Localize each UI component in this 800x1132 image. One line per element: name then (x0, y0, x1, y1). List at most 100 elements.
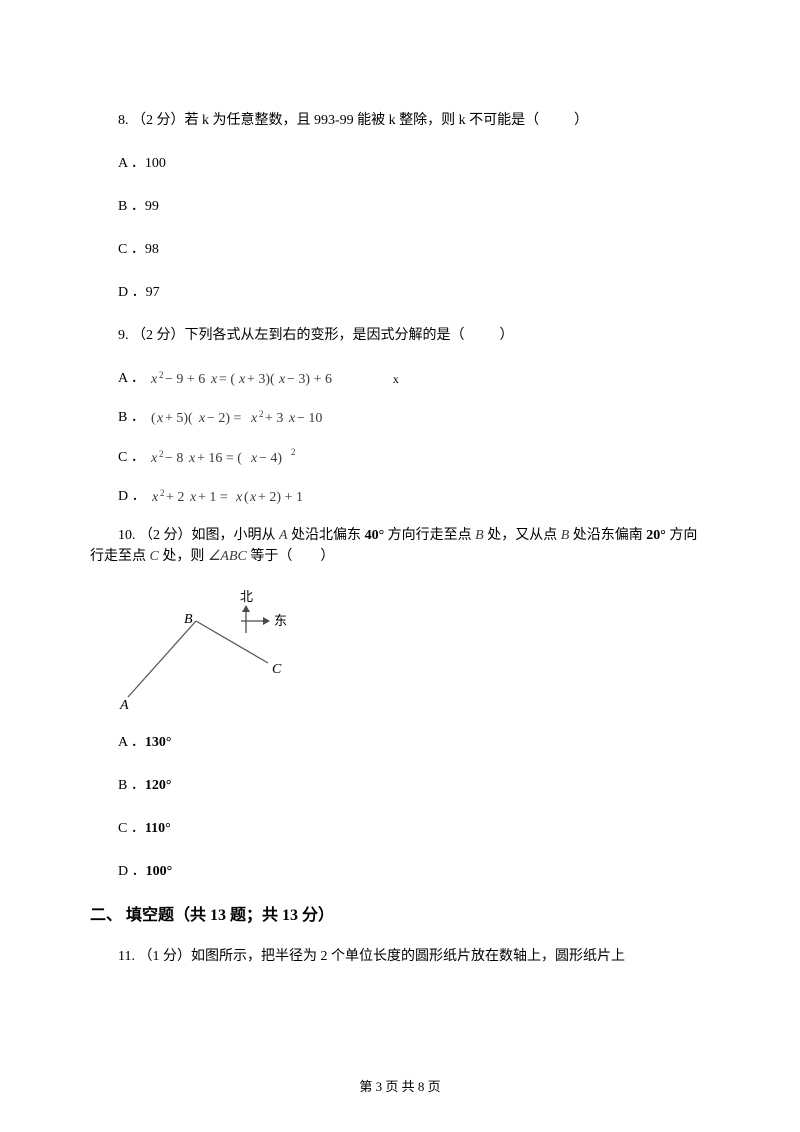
svg-text:− 3) + 6: − 3) + 6 (287, 372, 332, 387)
q10-b-value: 120° (145, 778, 172, 793)
q10-c-label: C ． (118, 821, 145, 836)
svg-text:x: x (151, 451, 158, 466)
svg-text:+ 3)(: + 3)( (247, 372, 275, 387)
q10-b-label: B ． (118, 778, 145, 793)
svg-text:x: x (250, 411, 258, 426)
q8-stem: 8. （2 分）若 k 为任意整数，且 993-99 能被 k 整除，则 k 不… (90, 110, 710, 131)
q10-opt-d: D ．100° (90, 861, 710, 882)
q10-d-label: D ． (118, 864, 146, 879)
svg-text:2: 2 (159, 370, 164, 380)
q10-c: C (150, 549, 159, 564)
q9-stem-prefix: 9. （2 分）下列各式从左到右的变形，是因式分解的是（ (118, 328, 465, 343)
q11-stem: 11. （1 分）如图所示，把半径为 2 个单位长度的圆形纸片放在数轴上，圆形纸… (90, 946, 710, 967)
q10-blank (292, 549, 320, 564)
svg-text:x: x (210, 372, 218, 387)
svg-text:x: x (151, 372, 158, 387)
svg-text:x: x (189, 490, 197, 505)
q10-c-value: 110° (145, 821, 171, 836)
q10-a-label: A ． (118, 735, 145, 750)
q10-d-value: 100° (146, 864, 173, 879)
page-footer: 第 3 页 共 8 页 (0, 1077, 800, 1097)
q9-d-label: D ． (90, 486, 146, 507)
q9-opt-a: A ． x 2 − 9 + 6 x = ( x + 3)( x − 3) + 6… (90, 368, 710, 389)
svg-text:x: x (250, 451, 258, 466)
section-2-heading: 二、 填空题（共 13 题；共 13 分） (90, 904, 710, 928)
q8-opt-b: B ．99 (90, 196, 710, 217)
q9-c-formula: x 2 − 8 x + 16 = ( x − 4) 2 (151, 446, 321, 468)
svg-text:2: 2 (160, 488, 165, 498)
q8-opt-c: C ．98 (90, 239, 710, 260)
q10-b: B (475, 528, 484, 543)
q8-opt-a: A ．100 (90, 153, 710, 174)
svg-text:+ 1 =: + 1 = (198, 490, 228, 505)
q9-a-tail: x (365, 370, 399, 388)
q9-a-formula: x 2 − 9 + 6 x = ( x + 3)( x − 3) + 6 (151, 369, 361, 389)
svg-text:2: 2 (291, 447, 296, 457)
svg-text:x: x (288, 411, 296, 426)
svg-text:− 8: − 8 (165, 451, 183, 466)
svg-text:+ 2) + 1: + 2) + 1 (258, 490, 303, 505)
q10-ang2: 20° (646, 528, 666, 543)
svg-text:− 2) =: − 2) = (207, 411, 242, 426)
q9-stem-suffix: ） (500, 328, 514, 343)
svg-text:+ 5)(: + 5)( (165, 411, 193, 426)
q10-a-value: 130° (145, 735, 172, 750)
q8-stem-suffix: ） (574, 113, 588, 128)
page: 8. （2 分）若 k 为任意整数，且 993-99 能被 k 整除，则 k 不… (0, 0, 800, 1132)
svg-text:+ 2: + 2 (166, 490, 184, 505)
q8-stem-prefix: 8. （2 分）若 k 为任意整数，且 993-99 能被 k 整除，则 k 不… (118, 113, 539, 128)
svg-text:x: x (249, 490, 257, 505)
q10-diagram: 北东 A B C (118, 589, 710, 716)
svg-text:x: x (278, 372, 286, 387)
q10-abc: ∠ABC (208, 549, 247, 564)
q9-opt-d: D ． x 2 + 2 x + 1 = x ( x + 2) + 1 (90, 486, 710, 507)
q10-opt-b: B ．120° (90, 775, 710, 796)
svg-text:2: 2 (259, 409, 264, 419)
svg-text:C: C (272, 662, 282, 677)
svg-text:x: x (188, 451, 196, 466)
q10-p9: ） (320, 549, 334, 564)
q10-opt-a: A ．130° (90, 732, 710, 753)
svg-text:− 9 + 6: − 9 + 6 (165, 372, 205, 387)
svg-text:x: x (238, 372, 246, 387)
q9-stem: 9. （2 分）下列各式从左到右的变形，是因式分解的是（ ） (90, 325, 710, 346)
q8-blank (543, 113, 571, 128)
svg-text:B: B (184, 612, 193, 627)
svg-text:北: 北 (240, 589, 253, 604)
svg-text:(: ( (151, 411, 156, 426)
q10-stem: 10. （2 分）如图，小明从 A 处沿北偏东 40° 方向行走至点 B 处，又… (90, 525, 710, 567)
q9-a-label: A ． (90, 368, 145, 389)
svg-text:x: x (156, 411, 164, 426)
svg-text:− 4): − 4) (259, 451, 282, 466)
q10-opt-c: C ．110° (90, 818, 710, 839)
svg-text:− 10: − 10 (297, 411, 322, 426)
q10-p5: 处沿东偏南 (569, 528, 646, 543)
q9-blank (468, 328, 496, 343)
q10-p1: 10. （2 分）如图，小明从 (118, 528, 279, 543)
svg-text:+ 16 = (: + 16 = ( (197, 451, 242, 466)
svg-text:(: ( (244, 490, 249, 505)
svg-text:+ 3: + 3 (265, 411, 283, 426)
svg-text:2: 2 (159, 449, 164, 459)
svg-text:= (: = ( (219, 372, 235, 387)
q9-b-formula: ( x + 5)( x − 2) = x 2 + 3 x − 10 (151, 408, 351, 428)
q10-p7: 处，则 (159, 549, 208, 564)
q9-opt-b: B ． ( x + 5)( x − 2) = x 2 + 3 x − 10 (90, 407, 710, 428)
q9-b-label: B ． (90, 407, 145, 428)
q8-opt-d: D ．97 (90, 282, 710, 303)
q10-p8: 等于（ (247, 549, 293, 564)
q9-c-label: C ． (90, 447, 145, 468)
q10-p2: 处沿北偏东 (288, 528, 365, 543)
q9-opt-c: C ． x 2 − 8 x + 16 = ( x − 4) 2 (90, 446, 710, 468)
q10-p4: 处，又从点 (484, 528, 561, 543)
q10-p3: 方向行走至点 (384, 528, 475, 543)
svg-text:x: x (235, 490, 243, 505)
svg-text:x: x (198, 411, 206, 426)
q9-d-formula: x 2 + 2 x + 1 = x ( x + 2) + 1 (152, 487, 332, 507)
q10-a: A (279, 528, 288, 543)
svg-text:A: A (119, 698, 129, 709)
q10-b2: B (561, 528, 570, 543)
svg-text:x: x (152, 490, 159, 505)
q10-ang1: 40° (365, 528, 385, 543)
svg-text:东: 东 (274, 613, 287, 628)
